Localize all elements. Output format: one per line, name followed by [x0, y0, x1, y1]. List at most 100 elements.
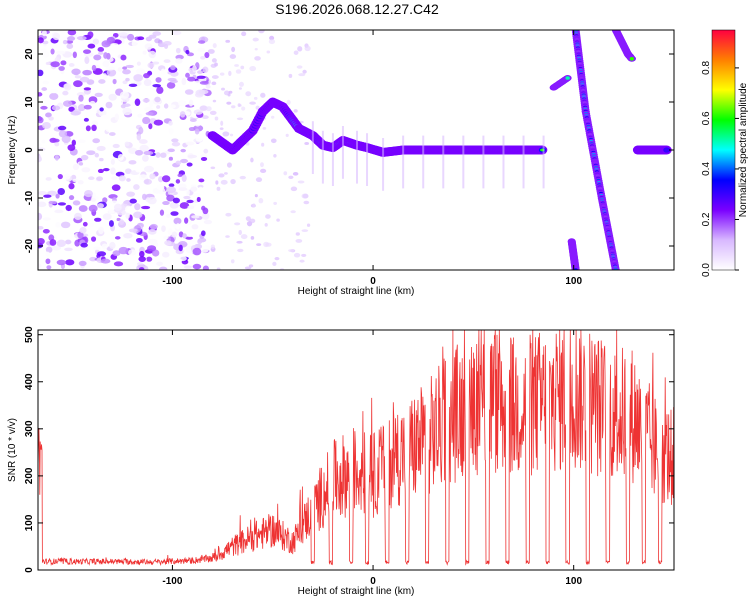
noise-blob	[155, 77, 162, 83]
noise-blob	[170, 79, 178, 84]
noise-blob	[47, 190, 57, 196]
noise-blob	[84, 189, 93, 198]
track-streak	[462, 135, 465, 189]
noise-blob	[71, 139, 76, 146]
noise-blob	[41, 30, 47, 37]
noise-blob	[135, 81, 142, 86]
track-streak	[482, 135, 485, 189]
noise-blob	[117, 67, 123, 72]
noise-blob	[199, 80, 209, 85]
noise-blob	[62, 90, 69, 96]
noise-blob	[109, 241, 116, 250]
noise-blob	[207, 49, 215, 54]
noise-blob	[228, 70, 232, 77]
noise-blob	[142, 154, 149, 162]
noise-blob	[197, 238, 203, 245]
noise-blob	[118, 246, 129, 255]
noise-blob	[185, 49, 190, 55]
noise-blob	[197, 40, 206, 44]
noise-blob	[125, 205, 132, 214]
noise-blob	[260, 162, 264, 168]
noise-blob	[238, 229, 242, 236]
noise-blob	[87, 31, 94, 39]
noise-blob	[215, 180, 219, 185]
noise-blob	[193, 109, 203, 115]
noise-blob	[249, 218, 256, 224]
noise-blob	[122, 103, 131, 107]
noise-blob	[187, 154, 198, 159]
noise-blob	[175, 160, 182, 165]
noise-blob	[56, 239, 66, 248]
noise-blob	[138, 139, 148, 145]
noise-blob	[63, 100, 73, 107]
noise-blob	[235, 69, 242, 74]
noise-blob	[264, 223, 268, 227]
noise-blob	[225, 212, 232, 217]
noise-blob	[45, 258, 51, 265]
noise-blob	[38, 263, 42, 269]
noise-blob	[60, 221, 71, 229]
noise-blob	[220, 179, 228, 185]
noise-blob	[146, 256, 153, 262]
noise-blob	[210, 244, 216, 250]
noise-blob	[148, 123, 153, 130]
noise-blob	[125, 211, 130, 220]
noise-blob	[67, 144, 76, 151]
noise-blob	[38, 225, 44, 230]
track-streak	[366, 133, 369, 186]
noise-blob	[249, 65, 257, 72]
noise-blob	[72, 163, 80, 171]
noise-blob	[299, 259, 305, 263]
noise-blob	[160, 152, 167, 158]
noise-blob	[99, 107, 104, 112]
noise-blob	[241, 106, 246, 111]
noise-blob	[230, 259, 235, 264]
noise-blob	[49, 239, 57, 246]
noise-blob	[161, 175, 171, 183]
noise-blob	[52, 32, 61, 41]
noise-blob	[290, 210, 296, 214]
noise-blob	[250, 157, 254, 163]
noise-blob	[163, 125, 173, 129]
noise-blob	[201, 230, 206, 237]
noise-blob	[126, 178, 131, 182]
noise-blob	[43, 194, 52, 198]
noise-blob	[276, 218, 280, 222]
noise-blob	[45, 177, 52, 181]
noise-blob	[171, 30, 182, 36]
noise-blob	[185, 72, 190, 78]
noise-blob	[214, 116, 219, 121]
noise-blob	[38, 92, 43, 97]
noise-blob	[301, 229, 309, 233]
noise-blob	[198, 178, 205, 183]
noise-blob	[255, 105, 260, 110]
noise-blob	[110, 43, 119, 47]
side-track-core	[565, 76, 570, 80]
noise-blob	[87, 223, 95, 228]
noise-blob	[143, 165, 154, 173]
noise-blob	[67, 30, 77, 36]
noise-blob	[270, 115, 275, 119]
noise-blob	[78, 260, 87, 266]
noise-blob	[190, 186, 198, 192]
noise-blob	[182, 233, 187, 239]
noise-blob	[168, 120, 173, 126]
noise-blob	[260, 92, 266, 98]
noise-blob	[41, 57, 49, 63]
noise-blob	[191, 215, 200, 219]
noise-blob	[100, 258, 111, 264]
colorbar-tick-label: 0.4	[701, 162, 712, 176]
noise-blob	[201, 212, 210, 220]
noise-blob	[205, 106, 212, 112]
noise-blob	[90, 197, 96, 202]
noise-blob	[38, 116, 44, 124]
track-mid	[663, 147, 671, 153]
noise-blob	[266, 50, 271, 54]
colorbar-tick-label: 0.2	[701, 212, 712, 226]
colorbar-tick-label: 0.6	[701, 111, 712, 125]
noise-blob	[172, 197, 180, 204]
noise-blob	[219, 127, 224, 130]
noise-blob	[45, 61, 51, 66]
noise-blob	[187, 205, 195, 210]
side-track-core	[629, 57, 635, 61]
